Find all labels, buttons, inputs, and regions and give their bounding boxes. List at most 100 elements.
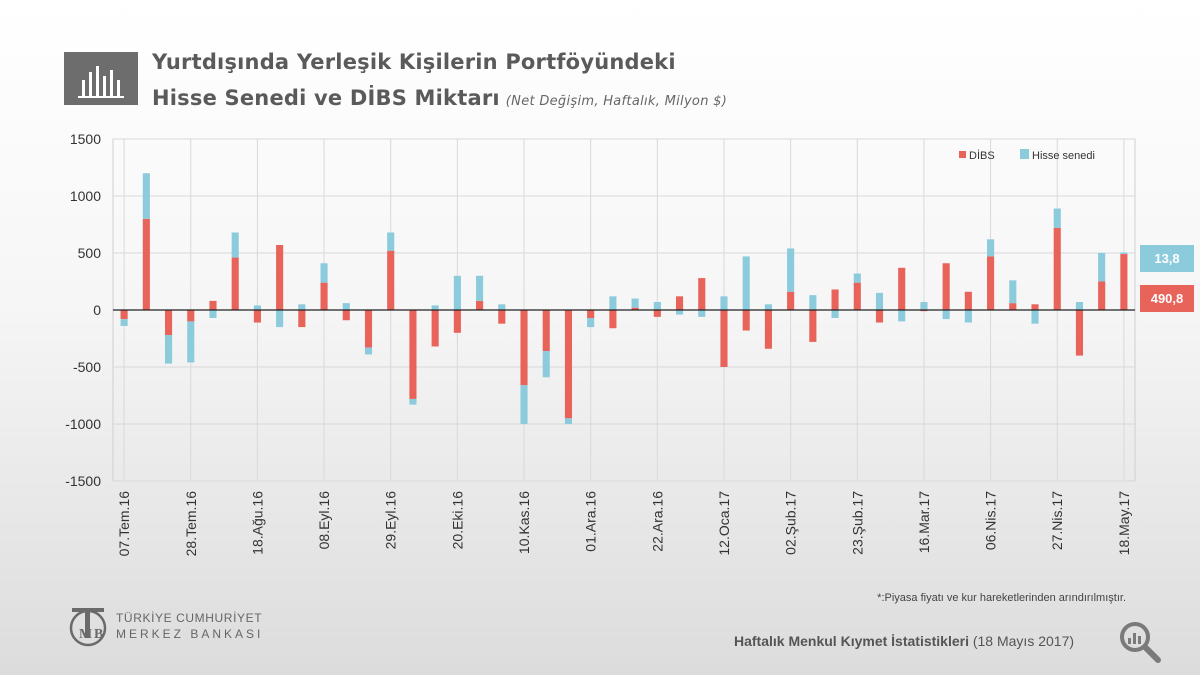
hisse-bar bbox=[720, 296, 728, 310]
x-tick-label: 06.Nis.17 bbox=[983, 491, 999, 550]
dibs-bar bbox=[1075, 310, 1084, 356]
x-tick-label: 22.Ara.16 bbox=[649, 491, 665, 552]
hisse-bar bbox=[698, 310, 706, 317]
dibs-bar bbox=[564, 310, 573, 419]
magnifier-svg bbox=[1120, 622, 1161, 663]
dibs-bar bbox=[342, 310, 350, 321]
dibs-bar bbox=[720, 310, 728, 367]
x-tick-label: 01.Ara.16 bbox=[583, 491, 599, 552]
bar-chart-icon bbox=[78, 66, 124, 98]
chart-canvas: 1500 1000 500 0 -500 -1000 -1500 07.Tem.16 28.Te… bbox=[65, 131, 1194, 557]
dibs-bar bbox=[476, 300, 484, 310]
dibs-bar bbox=[809, 310, 817, 342]
dibs-bar bbox=[787, 291, 795, 310]
hisse-bar bbox=[298, 304, 306, 310]
chart-logo-box bbox=[64, 52, 138, 105]
hisse-bar bbox=[1031, 310, 1039, 324]
x-tick-label: 08.Eyl.16 bbox=[316, 491, 332, 550]
dibs-bar bbox=[120, 310, 128, 320]
dibs-bar bbox=[498, 310, 506, 324]
dibs-bar bbox=[1031, 304, 1039, 310]
dibs-bar bbox=[231, 257, 239, 310]
x-tick-label: 07.Tem.16 bbox=[116, 491, 132, 557]
hisse-bar bbox=[476, 275, 484, 301]
report-title-text: Haftalık Menkul Kıymet İstatistikleri bbox=[734, 633, 969, 649]
legend-dibs-swatch bbox=[959, 151, 966, 158]
y-tick-label: 1000 bbox=[70, 188, 101, 204]
dibs-bar bbox=[764, 310, 772, 349]
x-tick-label: 29.Eyl.16 bbox=[383, 491, 399, 550]
hisse-bar bbox=[364, 347, 373, 355]
hisse-bar bbox=[276, 310, 284, 328]
y-tick-label: 1500 bbox=[70, 131, 101, 147]
dibs-bar bbox=[276, 245, 284, 310]
hisse-bar bbox=[675, 310, 684, 315]
dibs-bar bbox=[875, 310, 884, 323]
dibs-bar bbox=[520, 310, 528, 386]
hisse-bar bbox=[587, 317, 595, 328]
legend-hisse-label: Hisse senedi bbox=[1032, 150, 1095, 162]
hisse-value-callout bbox=[1140, 245, 1194, 272]
hisse-bar bbox=[742, 256, 750, 310]
dibs-bar bbox=[587, 310, 595, 318]
dibs-bar bbox=[542, 310, 550, 352]
chart-title-line2-text: Hisse Senedi ve DİBS Miktarı bbox=[152, 86, 500, 110]
dibs-bar bbox=[698, 278, 706, 310]
hisse-bar bbox=[853, 273, 861, 283]
dibs-bar bbox=[987, 256, 995, 310]
legend-dibs-label: DİBS bbox=[969, 149, 995, 162]
dibs-bar bbox=[631, 307, 639, 310]
cbrt-logo-icon: M B bbox=[69, 608, 107, 647]
hisse-bar bbox=[209, 310, 217, 318]
hisse-bar bbox=[564, 418, 573, 424]
hisse-bar bbox=[831, 310, 839, 318]
report-date: (18 Mayıs 2017) bbox=[972, 633, 1075, 649]
hisse-bar bbox=[231, 232, 239, 258]
hisse-bar bbox=[431, 305, 439, 310]
legend-hisse-swatch bbox=[1020, 149, 1029, 159]
hisse-bar bbox=[964, 310, 972, 323]
x-tick-label: 27.Nis.17 bbox=[1049, 491, 1065, 550]
x-tick-label: 02.Şub.17 bbox=[783, 491, 799, 555]
x-tick-label: 18.Ağu.16 bbox=[249, 491, 265, 555]
dibs-bar bbox=[831, 289, 839, 310]
dibs-bar bbox=[964, 291, 972, 310]
dibs-value-callout bbox=[1140, 285, 1194, 312]
x-tick-label: 18.May.17 bbox=[1116, 491, 1132, 556]
dibs-bar bbox=[609, 310, 617, 329]
hisse-bar bbox=[898, 310, 906, 322]
chart-subtitle: (Net Değişim, Haftalık, Milyon $) bbox=[505, 94, 728, 109]
hisse-bar bbox=[409, 398, 417, 405]
footnote: *:Piyasa fiyatı ve kur hareketlerinden a… bbox=[877, 592, 1126, 604]
hisse-value-label: 13,8 bbox=[1154, 251, 1179, 266]
magnifier-icon bbox=[1118, 620, 1162, 668]
hisse-bar bbox=[653, 302, 661, 310]
dibs-bar bbox=[742, 310, 750, 331]
hisse-bar bbox=[453, 275, 461, 310]
hisse-bar bbox=[809, 295, 817, 310]
dibs-bar bbox=[209, 300, 217, 310]
hisse-bar bbox=[187, 321, 195, 363]
x-tick-label: 28.Tem.16 bbox=[183, 491, 199, 557]
dibs-bar bbox=[1009, 303, 1017, 310]
hisse-bar bbox=[1009, 280, 1017, 304]
hisse-bar bbox=[1098, 253, 1106, 282]
hisse-bar bbox=[1053, 208, 1061, 228]
x-tick-label: 16.Mar.17 bbox=[916, 491, 932, 553]
chart-title-line2: Hisse Senedi ve DİBS Miktarı (Net Değişim… bbox=[152, 86, 727, 110]
dibs-bar bbox=[409, 310, 417, 399]
dibs-bar bbox=[253, 310, 261, 323]
y-tick-label: 0 bbox=[93, 302, 101, 318]
report-title: Haftalık Menkul Kıymet İstatistikleri (1… bbox=[734, 633, 1074, 649]
x-tick-label: 10.Kas.16 bbox=[516, 491, 532, 554]
bank-name-line1: TÜRKİYE CUMHURİYET bbox=[116, 611, 263, 625]
hisse-bar bbox=[253, 305, 261, 310]
dibs-value-label: 490,8 bbox=[1151, 291, 1184, 306]
dibs-bar bbox=[187, 310, 195, 322]
svg-text:B: B bbox=[94, 627, 103, 642]
dibs-bar bbox=[453, 310, 461, 333]
dibs-bar bbox=[364, 310, 373, 348]
dibs-bar bbox=[320, 282, 328, 310]
x-tick-label: 20.Eki.16 bbox=[449, 491, 465, 550]
y-tick-label: -1000 bbox=[65, 416, 101, 432]
